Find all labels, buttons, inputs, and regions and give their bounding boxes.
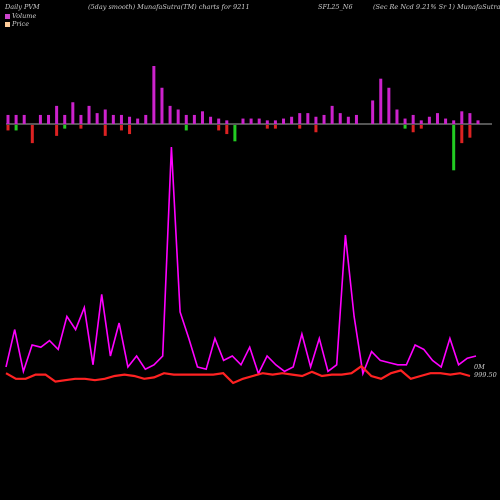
volume-bar <box>241 118 245 124</box>
volume-bar <box>14 114 18 124</box>
header-chart-caption: (5day smooth) MunafaSutra(TM) charts for… <box>88 3 250 11</box>
volume-bar <box>136 118 140 124</box>
volume-bar-down <box>419 125 423 129</box>
volume-bar <box>217 118 221 124</box>
volume-bar <box>47 114 51 124</box>
volume-bar-down <box>30 125 34 144</box>
volume-bar <box>168 105 172 124</box>
volume-bar <box>403 118 407 124</box>
volume-bar <box>338 113 342 124</box>
volume-bar-down <box>314 125 318 133</box>
volume-bar <box>38 114 42 124</box>
volume-bar <box>435 113 439 124</box>
volume-bar <box>257 118 261 124</box>
volume-bar <box>273 120 277 124</box>
volume-bar <box>346 116 350 124</box>
last-value-volume-label: 0M <box>474 363 485 371</box>
volume-bar-down <box>298 125 302 129</box>
volume-bar-down <box>14 125 18 131</box>
volume-bar <box>152 66 156 124</box>
volume-bar <box>314 116 318 124</box>
volume-bar <box>379 78 383 124</box>
volume-bar <box>460 111 464 124</box>
legend-price-label: Price <box>12 20 30 28</box>
volume-bar-down <box>6 125 10 131</box>
volume-bar <box>371 100 375 124</box>
volume-bar-down <box>225 125 229 135</box>
volume-bar <box>290 116 294 124</box>
volume-bar <box>225 120 229 124</box>
volume-bar <box>200 111 204 124</box>
volume-bar <box>95 113 99 124</box>
volume-bar <box>444 118 448 124</box>
volume-bar-down <box>79 125 83 129</box>
volume-bar <box>71 102 75 124</box>
volume-bar-down <box>184 125 188 131</box>
volume-bar-down <box>55 125 59 136</box>
legend-volume: Volume <box>5 12 36 20</box>
volume-bar <box>144 114 148 124</box>
volume-bar <box>322 114 326 124</box>
volume-bar <box>387 87 391 124</box>
volume-bar <box>468 113 472 124</box>
volume-bar <box>298 113 302 124</box>
volume-bar-down <box>265 125 269 129</box>
volume-bar <box>476 120 480 124</box>
volume-bar-down <box>411 125 415 133</box>
volume-bar-down <box>460 125 464 144</box>
volume-bar-down <box>217 125 221 131</box>
volume-bar-down <box>273 125 277 129</box>
volume-bar <box>184 114 188 124</box>
legend-volume-label: Volume <box>12 12 37 20</box>
legend-price: Price <box>5 20 29 28</box>
volume-line <box>5 146 477 377</box>
legend-volume-swatch <box>5 13 10 19</box>
volume-bar-down <box>403 125 407 129</box>
volume-bar-down <box>128 125 132 135</box>
last-value-price-label: 999.50 <box>474 371 497 379</box>
volume-bar <box>103 109 107 124</box>
legend-price-swatch <box>5 21 10 27</box>
volume-bar <box>176 109 180 124</box>
volume-bar <box>395 109 399 124</box>
volume-bar-down <box>233 125 237 142</box>
volume-bar <box>55 105 59 124</box>
volume-bar <box>6 114 10 124</box>
volume-bar <box>192 114 196 124</box>
volume-bar <box>160 87 164 124</box>
volume-bar <box>411 114 415 124</box>
volume-bar <box>265 120 269 124</box>
volume-bar <box>128 116 132 124</box>
volume-bar-down <box>63 125 67 129</box>
volume-bar <box>111 114 115 124</box>
volume-bar <box>87 105 91 124</box>
header-company: (Sec Re Ncd 9.21% Sr 1) MunafaSutra.com <box>373 3 500 11</box>
volume-bar <box>354 114 358 124</box>
header-title: Daily PVM <box>5 3 40 11</box>
volume-bar <box>427 116 431 124</box>
volume-bar-down <box>119 125 123 131</box>
volume-bar <box>22 114 26 124</box>
volume-bar <box>282 118 286 124</box>
volume-bar <box>419 120 423 124</box>
volume-bar <box>209 116 213 124</box>
volume-bar <box>306 113 310 124</box>
volume-bar <box>63 114 67 124</box>
volume-bar <box>452 120 456 124</box>
volume-bar <box>330 105 334 124</box>
volume-bar <box>79 114 83 124</box>
volume-bar <box>119 114 123 124</box>
volume-bar-down <box>452 125 456 171</box>
volume-bar-down <box>103 125 107 136</box>
volume-bar <box>249 118 253 124</box>
volume-bar-down <box>468 125 472 138</box>
header-symbol: SFL25_N6 <box>318 3 353 11</box>
price-line <box>5 364 471 385</box>
